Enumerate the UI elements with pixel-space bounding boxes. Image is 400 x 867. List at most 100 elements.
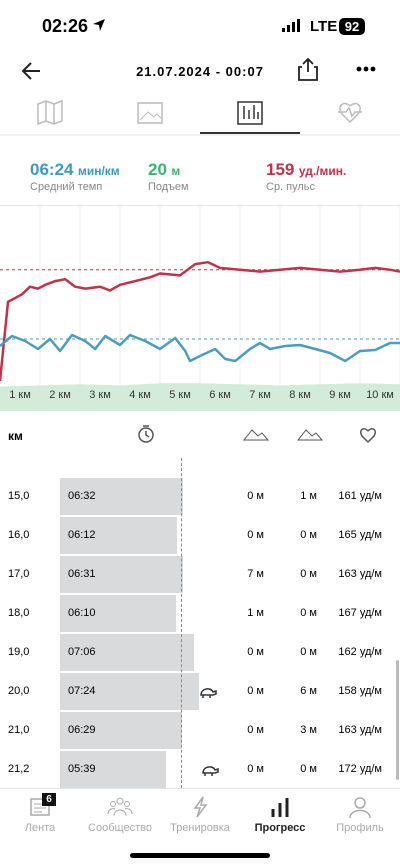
chart-tab[interactable] [237,101,263,125]
table-cell: 1 м [300,490,317,502]
table-cell: 0 м [247,529,264,541]
elevation-area [0,383,400,411]
stat-value: 06:24 [30,160,74,179]
stat-label: Средний темп [30,181,103,193]
series-line [0,333,400,363]
x-tick-label: 5 км [169,389,191,401]
table-cell: 21,2 [8,763,30,775]
table-header-km: км [8,429,23,443]
photo-tab[interactable] [137,102,163,124]
stat-unit: мин/км [77,164,120,178]
x-tick-label: 6 км [209,389,231,401]
x-tick-label: 7 км [249,389,271,401]
table-cell: 0 м [247,724,264,736]
table-cell: 165 уд/м [338,529,382,541]
table: 15,0 06:32 0 м 1 м 161 уд/м 16,0 06:12 0 м 0 м 16… [0,458,400,788]
table-cell: 3 м [300,724,317,736]
tab-label[interactable]: Сообщество [88,822,152,834]
table-cell: 05:39 [68,763,96,775]
table-cell: 06:12 [68,529,96,541]
x-tick-label: 4 км [129,389,151,401]
table-cell: 06:10 [68,607,96,619]
table-cell: 0 м [300,568,317,580]
back-button[interactable] [20,60,44,82]
table-cell: 21,0 [8,724,30,736]
table-cell: 20,0 [8,685,30,697]
share-button[interactable] [296,56,320,82]
home-indicator [130,853,270,858]
table-cell: 0 м [247,646,264,658]
table-cell: 06:29 [68,724,96,736]
battery: 92 [339,18,365,35]
table-cell: 06:31 [68,568,96,580]
tab-icon[interactable] [27,795,53,819]
x-tick-label: 8 км [289,389,311,401]
tab-badge: 6 [42,793,56,806]
x-tick-label: 2 км [49,389,71,401]
tab-icon[interactable] [107,795,133,819]
tab-label[interactable]: Профиль [336,822,384,834]
pace-bar [60,634,194,671]
x-tick-label: 9 км [329,389,351,401]
network: LTE [310,18,338,35]
scrollbar [396,660,399,780]
tab-label[interactable]: Прогресс [254,822,306,834]
table-cell: 19,0 [8,646,30,658]
table-cell: 07:06 [68,646,96,658]
active-tab-indicator [200,132,300,134]
table-cell: 0 м [247,490,264,502]
table-cell: 17,0 [8,568,30,580]
table-cell: 163 уд/м [338,568,382,580]
pulse-tab[interactable] [338,102,362,124]
table-cell: 158 уд/м [338,685,382,697]
stat-value: 20 [148,160,167,179]
x-tick-label: 10 км [366,389,394,401]
table-cell: 7 м [247,568,264,580]
table-cell: 162 уд/м [338,646,382,658]
tab-icon[interactable] [187,795,213,819]
time: 02:26 [42,16,89,36]
table-cell: 16,0 [8,529,30,541]
stat-unit: м [171,164,181,178]
table-cell: 06:32 [68,490,96,502]
stat-label: Подъем [148,181,189,193]
tab-label[interactable]: Тренировка [170,822,230,834]
pace-bar [60,595,177,632]
slow-icon [200,761,220,777]
stat-pace: 06:24 мин/км [30,160,120,180]
table-cell: 161 уд/м [338,490,382,502]
table-cell: 172 уд/м [338,763,382,775]
table-cell: 163 уд/м [338,724,382,736]
pace-bar [60,673,200,710]
tab-icon[interactable] [347,795,373,819]
table-header-icons [138,425,377,444]
pace-bar [60,478,184,515]
pace-bar [60,712,183,749]
tab-label[interactable]: Лента [24,822,56,834]
chart: 1 км 2 км 3 км 4 км 5 км 6 км 7 км 8 км 9 км 10 к… [0,205,400,411]
table-cell: 6 м [300,685,317,697]
location-icon [93,19,105,31]
x-tick-label: 3 км [89,389,111,401]
table-cell: 0 м [247,763,264,775]
pace-bar [60,751,167,788]
table-cell: 07:24 [68,685,96,697]
table-cell: 0 м [300,646,317,658]
header-title: 21.07.2024 - 00:07 [136,64,264,79]
signal-icon [282,19,300,32]
x-tick-label: 1 км [9,389,31,401]
tab-icon[interactable] [267,795,293,819]
map-tab[interactable] [37,99,63,126]
table-cell: 0 м [300,763,317,775]
pace-bar [60,517,177,554]
table-cell: 15,0 [8,490,30,502]
stat-pulse: 159 уд./мин. [266,160,346,180]
table-cell: 0 м [247,685,264,697]
pace-bar [60,556,183,593]
stat-value: 159 [266,160,295,179]
more-button[interactable] [356,66,376,72]
stat-ascent: 20 м [148,160,180,180]
average-pace-line [180,458,182,788]
stat-unit: уд./мин. [298,164,347,178]
